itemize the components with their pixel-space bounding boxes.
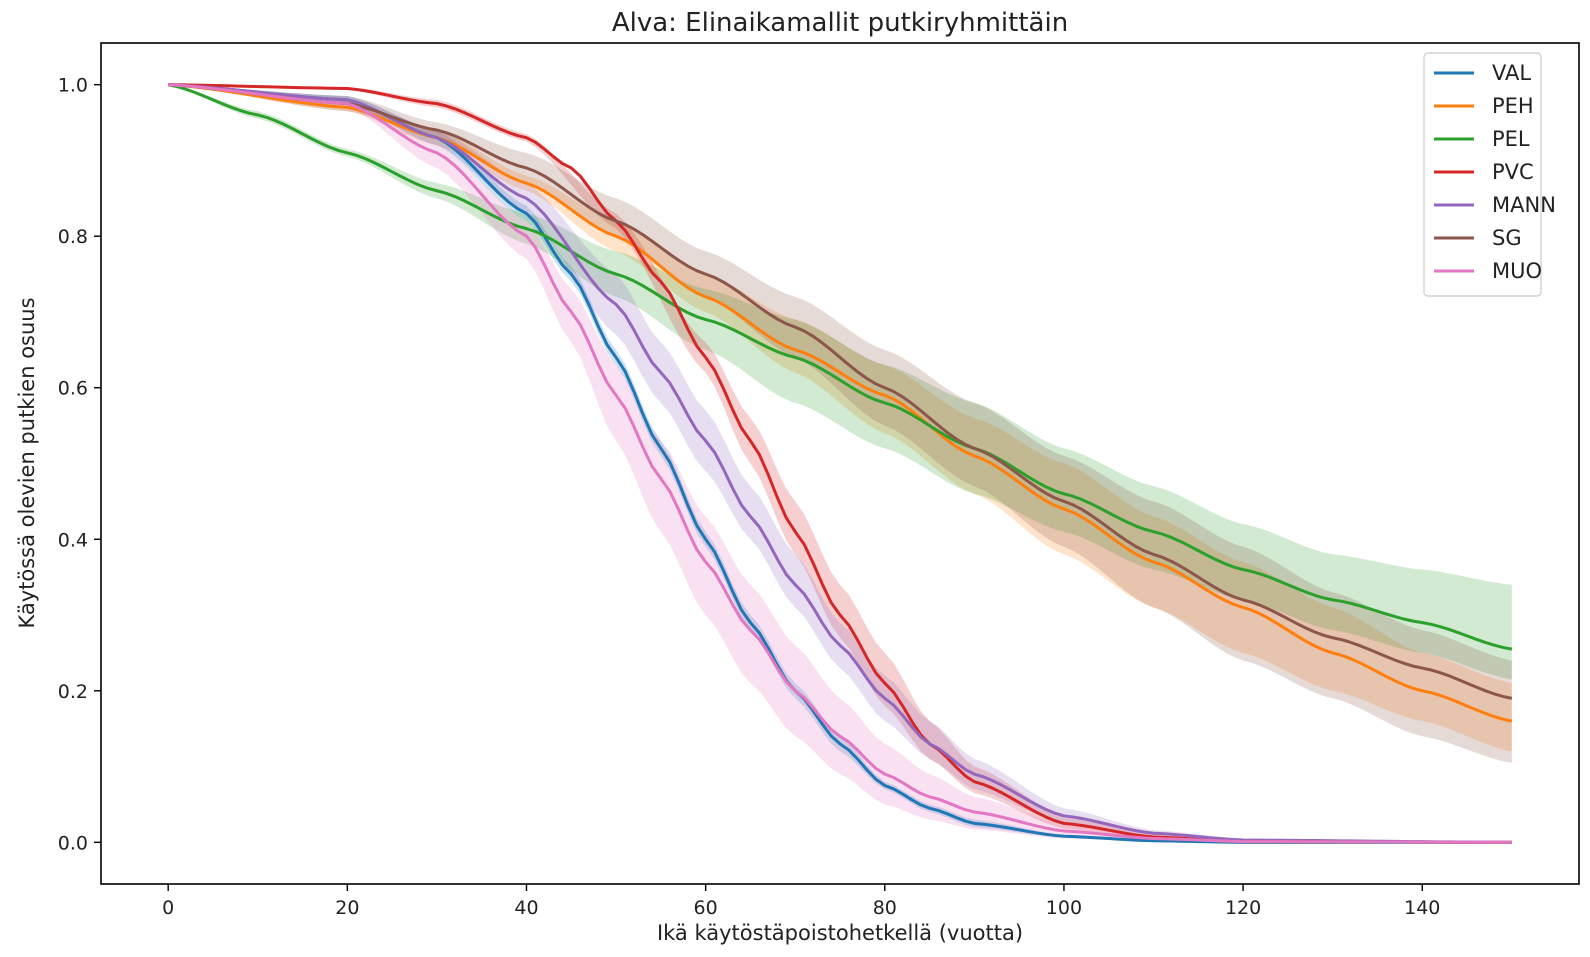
band-pel — [168, 84, 1512, 680]
legend-box — [1423, 52, 1542, 297]
band-sg — [168, 84, 1512, 763]
legend-label-muo: MUO — [1492, 259, 1542, 283]
x-tick-label: 120 — [1225, 897, 1261, 919]
line-sg — [168, 83, 1513, 700]
legend-label-pvc: PVC — [1492, 160, 1534, 184]
legend-label-sg: SG — [1492, 226, 1522, 250]
legend-label-peh: PEH — [1492, 94, 1534, 118]
x-axis-ticks: 0 20 40 60 80 100 120 140 — [162, 884, 1440, 919]
x-tick-label: 100 — [1046, 897, 1082, 919]
legend-label-val: VAL — [1492, 61, 1531, 85]
legend-label-mann: MANN — [1492, 193, 1556, 217]
x-tick-label: 20 — [335, 897, 359, 919]
y-tick-label: 0.8 — [58, 226, 88, 248]
y-tick-label: 0.0 — [58, 832, 88, 854]
y-tick-label: 1.0 — [58, 75, 88, 97]
legend: VAL PEH PEL PVC MANN SG MUO — [1423, 52, 1556, 297]
chart-title: Alva: Elinaikamallit putkiryhmittäin — [612, 8, 1068, 38]
x-tick-label: 80 — [873, 897, 897, 919]
band-peh — [168, 84, 1512, 752]
series-lines — [167, 83, 1513, 844]
plot-frame — [100, 42, 1580, 885]
line-pel — [167, 83, 1513, 651]
legend-label-pel: PEL — [1492, 127, 1530, 151]
y-axis-ticks: 0.0 0.2 0.4 0.6 0.8 1.0 — [58, 75, 101, 854]
x-tick-label: 0 — [162, 897, 174, 919]
line-muo — [168, 83, 1512, 844]
x-tick-label: 60 — [694, 897, 718, 919]
line-peh — [168, 83, 1513, 723]
x-axis-label: Ikä käytöstäpoistohetkellä (vuotta) — [657, 921, 1023, 945]
x-tick-label: 140 — [1404, 897, 1440, 919]
y-tick-label: 0.2 — [58, 681, 88, 703]
band-muo — [168, 84, 1512, 843]
y-tick-label: 0.4 — [58, 529, 88, 551]
confidence-bands — [168, 84, 1512, 843]
x-tick-label: 40 — [514, 897, 538, 919]
y-axis-label: Käytössä olevien putkien osuus — [15, 297, 39, 628]
y-tick-label: 0.6 — [58, 378, 88, 400]
